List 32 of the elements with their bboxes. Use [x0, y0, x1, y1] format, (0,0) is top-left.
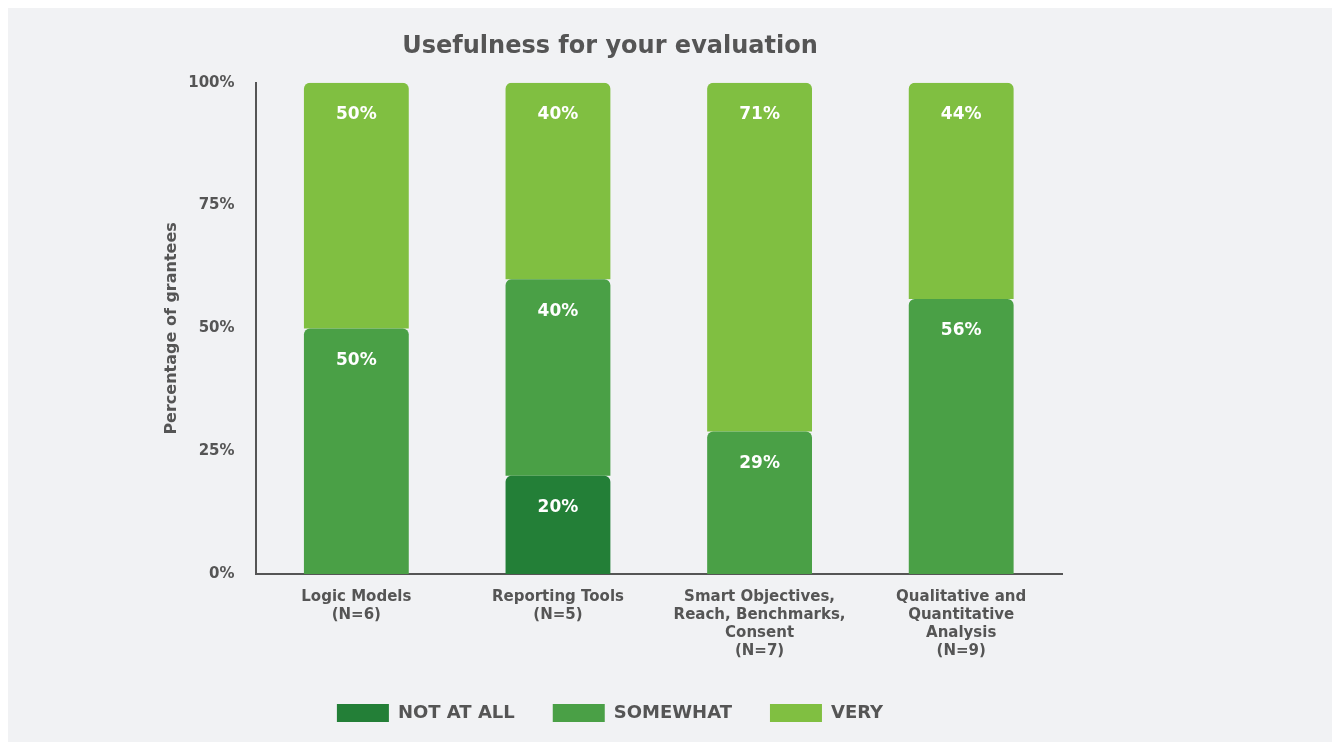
y-tick-label: 75%: [198, 195, 235, 214]
bar: [707, 82, 812, 432]
y-axis-title: Percentage of grantees: [160, 222, 180, 435]
data-label: 20%: [537, 496, 579, 517]
data-label: 56%: [940, 319, 982, 340]
bar: [505, 82, 611, 280]
x-tick-label: Logic Models (N=6): [301, 586, 412, 623]
chart-title: Usefulness for your evaluation: [402, 30, 818, 59]
y-tick-label: 100%: [188, 72, 235, 91]
y-tick-label: 50%: [198, 318, 235, 337]
y-tick-label: 25%: [198, 441, 235, 460]
data-label: 50%: [336, 103, 377, 124]
data-label: 40%: [537, 299, 579, 320]
bar: [908, 298, 1014, 574]
data-label: 44%: [940, 103, 982, 124]
legend-label: NOT AT ALL: [397, 700, 515, 722]
data-label: 40%: [537, 103, 579, 124]
legend-label: VERY: [830, 700, 885, 722]
x-tick-label: Qualitative and Quantitative Analysis (N=9): [896, 586, 1027, 659]
bar: [505, 279, 611, 476]
bar: [505, 475, 611, 574]
data-label: 71%: [739, 103, 780, 124]
x-tick-label: Reporting Tools (N=5): [491, 586, 625, 623]
legend-label: SOMEWHAT: [613, 700, 733, 722]
x-tick-label: Smart Objectives, Reach, Benchmarks, Consent (N=7): [673, 586, 846, 659]
data-label: 29%: [739, 451, 780, 472]
bar: [908, 82, 1014, 299]
y-tick-label: 0%: [209, 563, 235, 582]
bar: [303, 328, 409, 574]
bar: [707, 431, 812, 574]
data-label: 50%: [336, 348, 377, 369]
bar: [303, 82, 409, 329]
